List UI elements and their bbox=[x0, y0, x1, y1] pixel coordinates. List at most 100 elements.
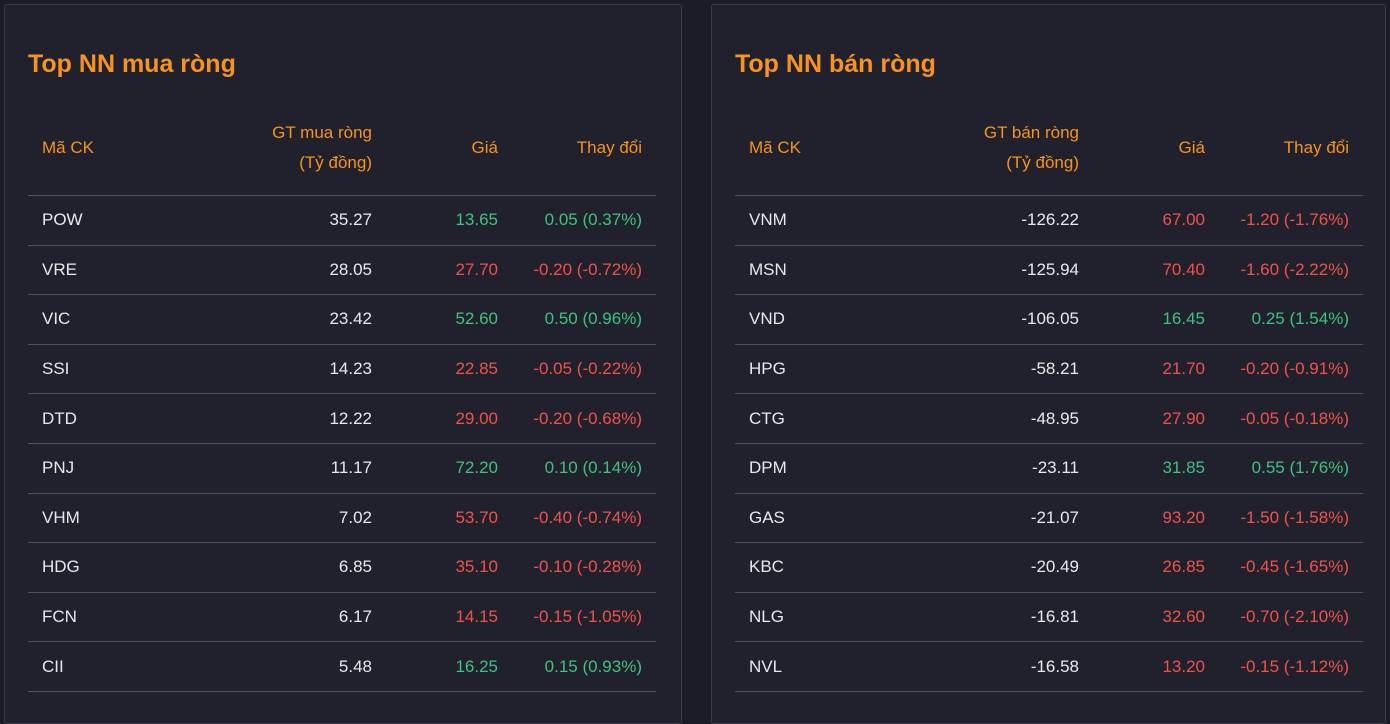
table-cell: 12.22 bbox=[186, 393, 386, 444]
table-cell: 29.00 bbox=[386, 393, 512, 444]
table-cell: SSI bbox=[28, 344, 186, 395]
table-cell: -0.05 (-0.18%) bbox=[1219, 393, 1363, 444]
header-text: Giá bbox=[471, 138, 498, 157]
table-cell: 22.85 bbox=[386, 344, 512, 395]
header-row: Mã CK GT mua ròng (Tỷ đồng) Giá Thay đổi bbox=[28, 101, 656, 196]
table-row: DTD 12.22 29.00 -0.20 (-0.68%) bbox=[28, 393, 656, 444]
table-row: NLG -16.81 32.60 -0.70 (-2.10%) bbox=[735, 592, 1363, 643]
table-cell: 67.00 bbox=[1093, 195, 1219, 246]
table-cell: FCN bbox=[28, 592, 186, 643]
panel-title: Top NN mua ròng bbox=[28, 50, 236, 78]
column-header: Giá bbox=[386, 101, 512, 196]
table-cell: 31.85 bbox=[1093, 443, 1219, 494]
table-cell: PNJ bbox=[28, 443, 186, 494]
table-cell: NLG bbox=[735, 592, 893, 643]
table-row: NVL -16.58 13.20 -0.15 (-1.12%) bbox=[735, 641, 1363, 692]
table-cell: -16.58 bbox=[893, 641, 1093, 692]
table-cell: 0.05 (0.37%) bbox=[512, 195, 656, 246]
table-cell: -0.05 (-0.22%) bbox=[512, 344, 656, 395]
table-cell: 7.02 bbox=[186, 493, 386, 544]
table-cell: 35.27 bbox=[186, 195, 386, 246]
table-cell: -0.10 (-0.28%) bbox=[512, 542, 656, 593]
table-cell: -0.20 (-0.72%) bbox=[512, 245, 656, 296]
table-row: POW 35.27 13.65 0.05 (0.37%) bbox=[28, 195, 656, 246]
table-cell: HDG bbox=[28, 542, 186, 593]
table-cell: 93.20 bbox=[1093, 493, 1219, 544]
table-cell: -0.70 (-2.10%) bbox=[1219, 592, 1363, 643]
header-line: (Tỷ đồng) bbox=[1006, 153, 1079, 172]
table-cell: 14.23 bbox=[186, 344, 386, 395]
table-row: GAS -21.07 93.20 -1.50 (-1.58%) bbox=[735, 493, 1363, 544]
table-cell: -0.15 (-1.05%) bbox=[512, 592, 656, 643]
table-row: HPG -58.21 21.70 -0.20 (-0.91%) bbox=[735, 344, 1363, 395]
table-cell: 0.25 (1.54%) bbox=[1219, 294, 1363, 345]
table-cell: 72.20 bbox=[386, 443, 512, 494]
column-header: Giá bbox=[1093, 101, 1219, 196]
table-cell: NVL bbox=[735, 641, 893, 692]
table-cell: 16.25 bbox=[386, 641, 512, 692]
table-cell: -0.20 (-0.91%) bbox=[1219, 344, 1363, 395]
table-cell: 14.15 bbox=[386, 592, 512, 643]
table-cell: 0.15 (0.93%) bbox=[512, 641, 656, 692]
table-cell: -58.21 bbox=[893, 344, 1093, 395]
table-cell: DTD bbox=[28, 393, 186, 444]
table-row: VRE 28.05 27.70 -0.20 (-0.72%) bbox=[28, 245, 656, 296]
table-cell: -1.20 (-1.76%) bbox=[1219, 195, 1363, 246]
table-cell: VNM bbox=[735, 195, 893, 246]
table-row: VND -106.05 16.45 0.25 (1.54%) bbox=[735, 294, 1363, 345]
table-row: VHM 7.02 53.70 -0.40 (-0.74%) bbox=[28, 493, 656, 544]
table-cell: 0.10 (0.14%) bbox=[512, 443, 656, 494]
table-cell: -48.95 bbox=[893, 393, 1093, 444]
column-header: Thay đổi bbox=[1219, 101, 1363, 196]
column-header: Mã CK bbox=[735, 101, 893, 196]
table-cell: VHM bbox=[28, 493, 186, 544]
table-cell: 11.17 bbox=[186, 443, 386, 494]
header-row: Mã CK GT bán ròng (Tỷ đồng) Giá Thay đổi bbox=[735, 101, 1363, 196]
column-header: GT bán ròng (Tỷ đồng) bbox=[893, 101, 1093, 196]
table-cell: 35.10 bbox=[386, 542, 512, 593]
table-cell: -23.11 bbox=[893, 443, 1093, 494]
table-cell: 6.85 bbox=[186, 542, 386, 593]
header-text: Mã CK bbox=[749, 138, 801, 157]
table-cell: POW bbox=[28, 195, 186, 246]
table-cell: VIC bbox=[28, 294, 186, 345]
table-row: CII 5.48 16.25 0.15 (0.93%) bbox=[28, 641, 656, 692]
table-cell: -0.20 (-0.68%) bbox=[512, 393, 656, 444]
panel: Top NN bán ròng Mã CK GT bán ròng (Tỷ đồng)… bbox=[711, 4, 1386, 724]
table-cell: -1.60 (-2.22%) bbox=[1219, 245, 1363, 296]
page: Top NN mua ròng Mã CK GT mua ròng (Tỷ đồng)… bbox=[4, 4, 1386, 724]
table-cell: DPM bbox=[735, 443, 893, 494]
table-row: CTG -48.95 27.90 -0.05 (-0.18%) bbox=[735, 393, 1363, 444]
table-row: VNM -126.22 67.00 -1.20 (-1.76%) bbox=[735, 195, 1363, 246]
panel-title: Top NN bán ròng bbox=[735, 50, 936, 78]
table-cell: 13.20 bbox=[1093, 641, 1219, 692]
table-cell: 0.55 (1.76%) bbox=[1219, 443, 1363, 494]
header-line: GT bán ròng bbox=[983, 123, 1079, 142]
table-cell: 27.70 bbox=[386, 245, 512, 296]
table-row: SSI 14.23 22.85 -0.05 (-0.22%) bbox=[28, 344, 656, 395]
header-text: Giá bbox=[1178, 138, 1205, 157]
column-header: GT mua ròng (Tỷ đồng) bbox=[186, 101, 386, 196]
table-cell: MSN bbox=[735, 245, 893, 296]
table-cell: 23.42 bbox=[186, 294, 386, 345]
table-cell: 70.40 bbox=[1093, 245, 1219, 296]
table-cell: -125.94 bbox=[893, 245, 1093, 296]
table-cell: HPG bbox=[735, 344, 893, 395]
panel: Top NN mua ròng Mã CK GT mua ròng (Tỷ đồng)… bbox=[4, 4, 682, 724]
table-cell: 16.45 bbox=[1093, 294, 1219, 345]
table-cell: VRE bbox=[28, 245, 186, 296]
table-cell: KBC bbox=[735, 542, 893, 593]
table-cell: 27.90 bbox=[1093, 393, 1219, 444]
header-line: (Tỷ đồng) bbox=[299, 153, 372, 172]
table-cell: 5.48 bbox=[186, 641, 386, 692]
header-text: Thay đổi bbox=[1283, 138, 1349, 157]
table-cell: 0.50 (0.96%) bbox=[512, 294, 656, 345]
table-cell: 32.60 bbox=[1093, 592, 1219, 643]
table-cell: -1.50 (-1.58%) bbox=[1219, 493, 1363, 544]
table-row: KBC -20.49 26.85 -0.45 (-1.65%) bbox=[735, 542, 1363, 593]
table-row: HDG 6.85 35.10 -0.10 (-0.28%) bbox=[28, 542, 656, 593]
table-cell: CII bbox=[28, 641, 186, 692]
header-line: GT mua ròng bbox=[272, 123, 372, 142]
table-cell: -126.22 bbox=[893, 195, 1093, 246]
header-text: Mã CK bbox=[42, 138, 94, 157]
